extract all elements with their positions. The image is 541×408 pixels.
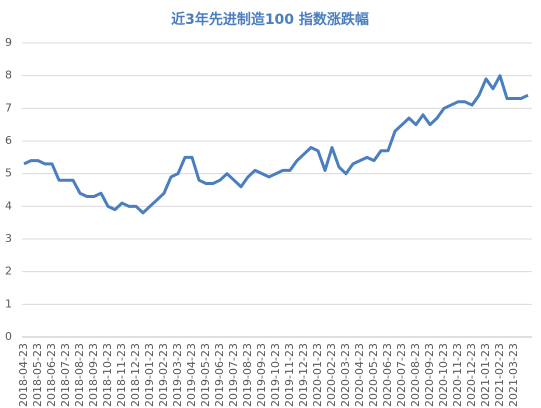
x-tick-label: 2019-05-23 [199, 343, 212, 407]
x-tick-label: 2020-07-23 [395, 343, 408, 407]
x-tick-label: 2020-08-23 [409, 343, 422, 407]
x-tick-label: 2019-01-23 [143, 343, 156, 407]
x-tick-label: 2021-01-23 [479, 343, 492, 407]
x-tick-label: 2018-06-23 [45, 343, 58, 407]
x-tick-label: 2019-03-23 [171, 343, 184, 407]
x-tick-label: 2021-03-23 [507, 343, 520, 407]
x-tick-label: 2019-11-23 [283, 343, 296, 407]
x-tick-label: 2019-06-23 [213, 343, 226, 407]
x-tick-label: 2019-10-23 [269, 343, 282, 407]
y-tick-label: 8 [5, 69, 12, 82]
x-tick-label: 2020-05-23 [367, 343, 380, 407]
x-tick-label: 2018-10-23 [101, 343, 114, 407]
y-tick-label: 2 [5, 265, 12, 278]
x-tick-label: 2018-07-23 [59, 343, 72, 407]
x-tick-label: 2018-04-23 [17, 343, 30, 407]
line-series [23, 74, 529, 215]
y-tick-label: 5 [5, 167, 12, 180]
x-tick-label: 2018-11-23 [115, 343, 128, 407]
y-tick-label: 3 [5, 232, 12, 245]
chart-title: 近3年先进制造100 指数涨跌幅 [171, 11, 369, 28]
x-tick-label: 2019-07-23 [227, 343, 240, 407]
x-tick-label: 2020-12-23 [465, 343, 478, 407]
x-tick-label: 2020-02-23 [325, 343, 338, 407]
y-tick-label: 7 [5, 101, 12, 114]
y-tick-label: 4 [5, 199, 12, 212]
x-tick-label: 2020-06-23 [381, 343, 394, 407]
y-tick-label: 6 [5, 134, 12, 147]
x-tick-label: 2020-04-23 [353, 343, 366, 407]
x-tick-label: 2019-12-23 [297, 343, 310, 407]
x-tick-label: 2019-02-23 [157, 343, 170, 407]
x-tick-label: 2018-05-23 [31, 343, 44, 407]
x-tick-label: 2020-01-23 [311, 343, 324, 407]
x-tick-label: 2019-04-23 [185, 343, 198, 407]
x-tick-label: 2019-09-23 [255, 343, 268, 407]
x-tick-label: 2020-11-23 [451, 343, 464, 407]
y-tick-label: 0 [5, 330, 12, 343]
x-tick-label: 2019-08-23 [241, 343, 254, 407]
x-tick-label: 2018-08-23 [73, 343, 86, 407]
x-tick-label: 2021-02-23 [493, 343, 506, 407]
x-tick-label: 2020-09-23 [423, 343, 436, 407]
y-tick-label: 9 [5, 36, 12, 49]
x-tick-label: 2020-10-23 [437, 343, 450, 407]
x-tick-label: 2018-12-23 [129, 343, 142, 407]
x-tick-label: 2020-03-23 [339, 343, 352, 407]
y-tick-label: 1 [5, 297, 12, 310]
x-tick-label: 2018-09-23 [87, 343, 100, 407]
